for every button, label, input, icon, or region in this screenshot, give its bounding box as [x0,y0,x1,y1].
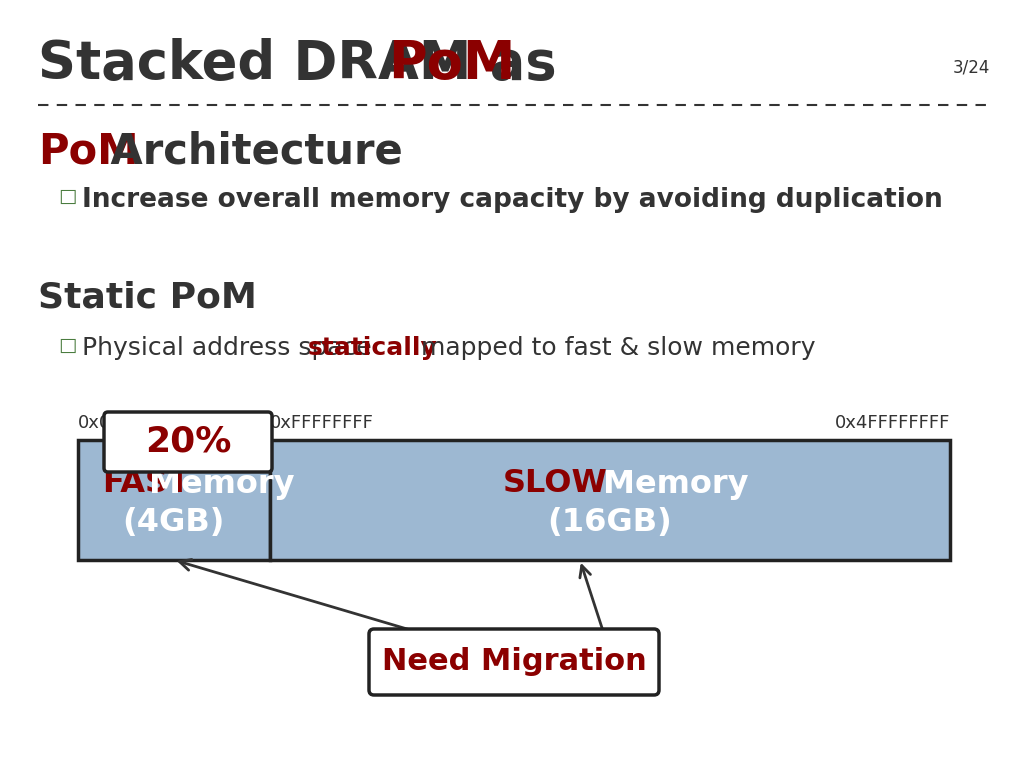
Text: □: □ [58,187,77,206]
Text: FAST: FAST [102,468,189,499]
Text: 20%: 20% [144,425,231,459]
Text: Memory: Memory [592,468,749,499]
Text: PoM: PoM [388,38,515,90]
Text: Static PoM: Static PoM [38,280,257,314]
Text: Need Migration: Need Migration [382,647,646,677]
FancyBboxPatch shape [369,629,659,695]
Text: PoM: PoM [38,130,138,172]
Text: □: □ [58,336,77,355]
Text: (16GB): (16GB) [548,507,673,538]
Text: Architecture: Architecture [96,130,402,172]
Text: (4GB): (4GB) [123,507,225,538]
Text: 0x4FFFFFFFF: 0x4FFFFFFFF [835,414,950,432]
Text: Increase overall memory capacity by avoiding duplication: Increase overall memory capacity by avoi… [82,187,943,213]
Text: statically: statically [308,336,437,360]
Text: SLOW: SLOW [503,468,607,499]
FancyBboxPatch shape [104,412,272,472]
Text: 0xFFFFFFFF: 0xFFFFFFFF [270,414,374,432]
Text: 3/24: 3/24 [952,58,990,76]
Bar [78,440,270,560]
Text: Physical address space: Physical address space [82,336,380,360]
Bar [270,440,950,560]
Text: 0x0: 0x0 [78,414,112,432]
Text: Stacked DRAM as: Stacked DRAM as [38,38,575,90]
Text: mapped to fast & slow memory: mapped to fast & slow memory [413,336,815,360]
Text: Memory: Memory [137,468,294,499]
